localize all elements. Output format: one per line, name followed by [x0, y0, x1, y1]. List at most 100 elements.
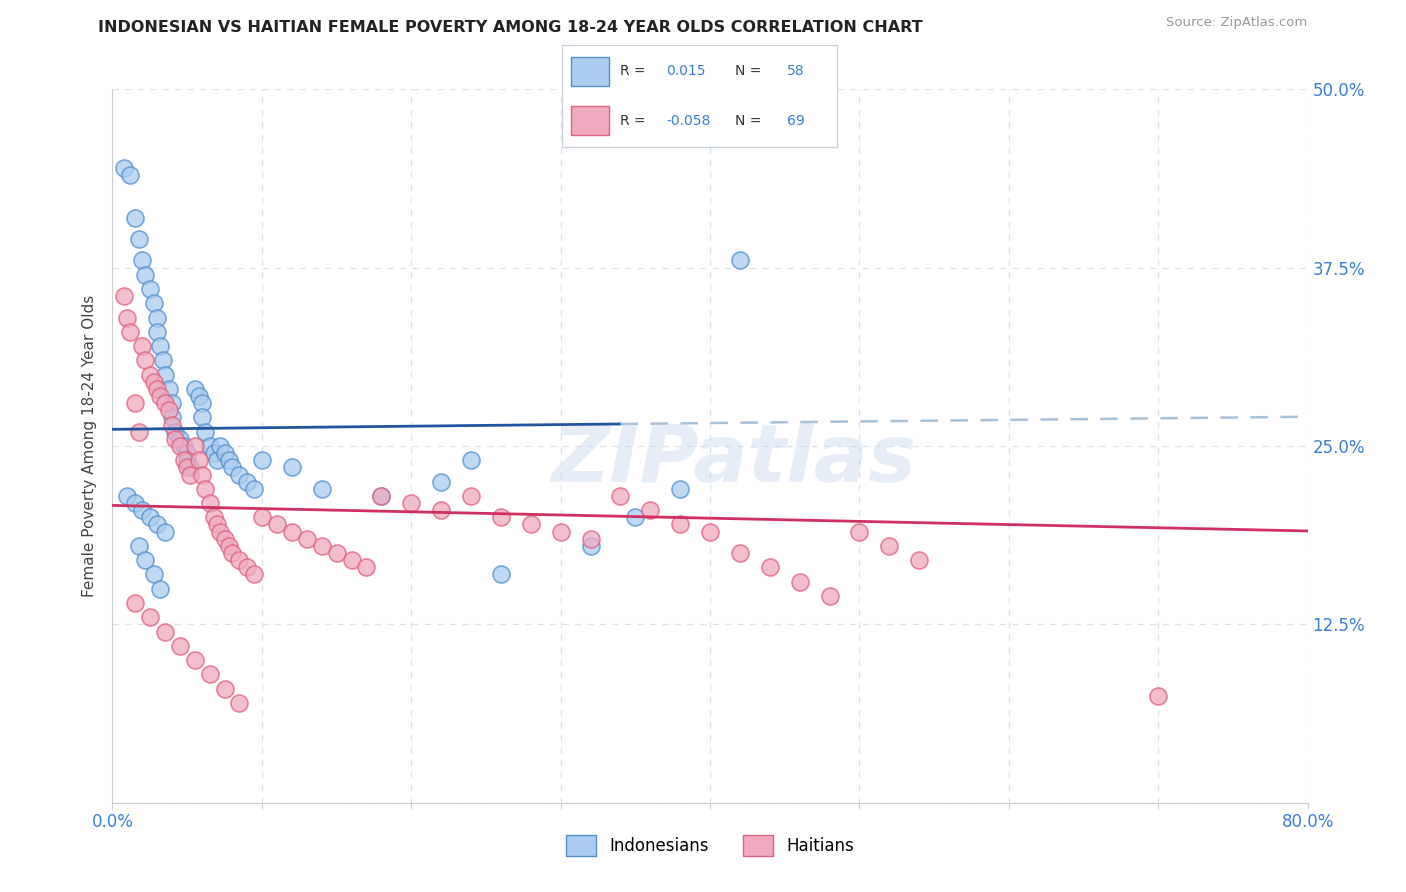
Legend: Indonesians, Haitians: Indonesians, Haitians: [560, 829, 860, 863]
Point: [183, 653, 205, 667]
Point: [134, 553, 156, 567]
Point: [198, 439, 221, 453]
Point: [143, 567, 166, 582]
Point: [153, 624, 176, 639]
Point: [162, 396, 183, 410]
Point: [579, 539, 602, 553]
Point: [218, 539, 240, 553]
Point: [198, 496, 221, 510]
Point: [325, 546, 347, 560]
Point: [128, 232, 150, 246]
Point: [183, 382, 205, 396]
Point: [191, 396, 214, 410]
Point: [139, 610, 162, 624]
Point: [146, 517, 169, 532]
Point: [169, 639, 191, 653]
Point: [191, 467, 214, 482]
Point: [550, 524, 572, 539]
Point: [669, 482, 692, 496]
Point: [146, 325, 169, 339]
Point: [281, 524, 304, 539]
Point: [624, 510, 647, 524]
Point: [728, 253, 751, 268]
Point: [117, 489, 139, 503]
FancyBboxPatch shape: [571, 106, 609, 135]
Point: [908, 553, 931, 567]
Point: [139, 368, 162, 382]
Point: [131, 339, 153, 353]
Text: Source: ZipAtlas.com: Source: ZipAtlas.com: [1167, 16, 1308, 29]
Point: [124, 211, 146, 225]
Point: [165, 432, 187, 446]
Point: [131, 503, 153, 517]
Text: R =: R =: [620, 113, 650, 128]
Point: [401, 496, 423, 510]
Text: N =: N =: [735, 113, 766, 128]
Point: [152, 353, 174, 368]
Point: [202, 446, 225, 460]
Point: [179, 467, 201, 482]
Point: [218, 453, 240, 467]
Point: [128, 425, 150, 439]
Point: [243, 482, 266, 496]
Point: [311, 482, 333, 496]
Point: [149, 582, 172, 596]
Point: [143, 375, 166, 389]
Point: [157, 382, 180, 396]
Point: [818, 589, 841, 603]
Text: 58: 58: [787, 64, 804, 78]
Point: [173, 453, 195, 467]
Point: [114, 161, 135, 175]
Point: [221, 460, 243, 475]
Point: [236, 475, 259, 489]
Point: [209, 439, 232, 453]
Point: [124, 496, 146, 510]
Point: [214, 681, 236, 696]
Point: [194, 482, 217, 496]
Point: [340, 553, 363, 567]
Point: [311, 539, 333, 553]
Point: [198, 667, 221, 681]
Y-axis label: Female Poverty Among 18-24 Year Olds: Female Poverty Among 18-24 Year Olds: [82, 295, 97, 597]
Point: [134, 353, 156, 368]
Point: [202, 510, 225, 524]
Point: [114, 289, 135, 303]
Text: 69: 69: [787, 113, 806, 128]
Text: INDONESIAN VS HAITIAN FEMALE POVERTY AMONG 18-24 YEAR OLDS CORRELATION CHART: INDONESIAN VS HAITIAN FEMALE POVERTY AMO…: [98, 20, 924, 35]
Point: [124, 596, 146, 610]
Point: [609, 489, 631, 503]
Point: [228, 696, 250, 710]
Point: [266, 517, 288, 532]
Point: [430, 475, 453, 489]
Point: [579, 532, 602, 546]
Point: [139, 282, 162, 296]
Point: [176, 453, 198, 467]
Point: [243, 567, 266, 582]
Text: -0.058: -0.058: [666, 113, 711, 128]
Point: [214, 532, 236, 546]
Point: [117, 310, 139, 325]
Point: [295, 532, 318, 546]
Point: [430, 503, 453, 517]
Point: [157, 403, 180, 417]
Point: [699, 524, 721, 539]
Point: [356, 560, 378, 574]
Point: [176, 446, 198, 460]
Point: [149, 339, 172, 353]
Point: [221, 546, 243, 560]
Point: [131, 253, 153, 268]
Point: [759, 560, 782, 574]
Point: [146, 310, 169, 325]
Point: [460, 453, 482, 467]
Point: [120, 168, 142, 182]
Point: [179, 460, 201, 475]
Point: [1147, 689, 1170, 703]
Point: [153, 396, 176, 410]
Point: [194, 425, 217, 439]
Point: [153, 524, 176, 539]
Point: [162, 410, 183, 425]
Text: N =: N =: [735, 64, 766, 78]
Point: [250, 453, 273, 467]
Point: [228, 467, 250, 482]
Text: ZIPatlas: ZIPatlas: [551, 421, 917, 500]
